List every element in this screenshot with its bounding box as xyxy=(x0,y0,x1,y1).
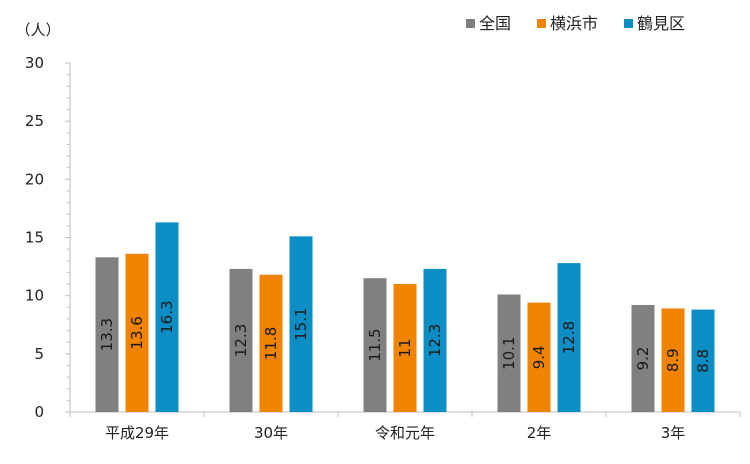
data-label-1-2: 15.1 xyxy=(292,307,310,340)
data-label-1-0: 12.3 xyxy=(232,324,250,357)
bar-4-2 xyxy=(691,309,715,412)
bar-1-2 xyxy=(289,236,313,412)
data-label-3-0: 10.1 xyxy=(500,337,518,370)
y-tick-label: 15 xyxy=(25,229,44,247)
legend-label-0: 全国 xyxy=(479,14,511,33)
bar-3-0 xyxy=(497,294,521,412)
data-label-2-2: 12.3 xyxy=(426,324,444,357)
legend-label-2: 鶴見区 xyxy=(637,14,685,33)
bar-3-2 xyxy=(557,263,581,412)
bar-3-1 xyxy=(527,302,551,412)
data-label-1-1: 11.8 xyxy=(262,327,280,360)
y-tick-label: 10 xyxy=(25,287,44,305)
bar-0-0 xyxy=(95,257,119,412)
bar-1-0 xyxy=(229,268,253,412)
bar-4-0 xyxy=(631,304,655,412)
x-tick-label: 平成29年 xyxy=(105,424,169,442)
data-label-4-0: 9.2 xyxy=(634,347,652,371)
y-tick-label: 30 xyxy=(25,54,44,72)
bar-2-2 xyxy=(423,268,447,412)
x-tick-label: 3年 xyxy=(661,424,686,442)
data-label-3-2: 12.8 xyxy=(560,321,578,354)
x-tick-label: 2年 xyxy=(527,424,552,442)
x-tick-label: 30年 xyxy=(254,424,288,442)
bar-0-1 xyxy=(125,253,149,412)
legend-swatch-1 xyxy=(537,19,546,28)
y-tick-label: 20 xyxy=(25,170,44,188)
data-label-4-1: 8.9 xyxy=(664,348,682,372)
legend-label-1: 横浜市 xyxy=(550,14,598,33)
data-label-0-2: 16.3 xyxy=(158,300,176,333)
y-tick-label: 5 xyxy=(34,345,44,363)
legend-swatch-2 xyxy=(624,19,633,28)
bar-2-0 xyxy=(363,278,387,412)
bar-4-1 xyxy=(661,308,685,412)
data-label-0-1: 13.6 xyxy=(128,316,146,349)
y-tick-label: 0 xyxy=(34,403,44,421)
data-label-2-1: 11 xyxy=(396,338,414,357)
y-tick-label: 25 xyxy=(25,112,44,130)
data-label-0-0: 13.3 xyxy=(98,318,116,351)
bar-0-2 xyxy=(155,222,179,412)
legend-swatch-0 xyxy=(466,19,475,28)
data-label-3-1: 9.4 xyxy=(530,345,548,369)
data-label-2-0: 11.5 xyxy=(366,328,384,361)
y-axis-unit-label: （人） xyxy=(15,21,60,39)
bar-1-1 xyxy=(259,274,283,412)
bar-2-1 xyxy=(393,284,417,412)
data-label-4-2: 8.8 xyxy=(694,349,712,373)
x-tick-label: 令和元年 xyxy=(375,424,435,442)
